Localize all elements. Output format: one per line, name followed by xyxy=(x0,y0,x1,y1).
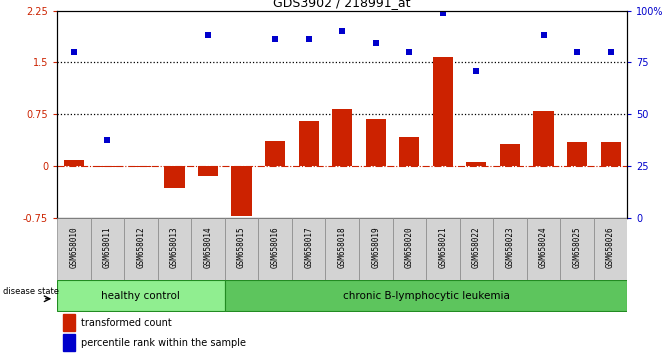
Bar xyxy=(91,218,124,280)
Text: GSM658010: GSM658010 xyxy=(69,227,79,268)
Title: GDS3902 / 218991_at: GDS3902 / 218991_at xyxy=(274,0,411,10)
Text: transformed count: transformed count xyxy=(81,318,172,327)
Text: GSM658019: GSM658019 xyxy=(371,227,380,268)
Bar xyxy=(567,142,587,166)
Bar xyxy=(292,218,325,280)
Bar xyxy=(433,57,453,166)
Text: GSM658026: GSM658026 xyxy=(606,227,615,268)
Text: GSM658012: GSM658012 xyxy=(136,227,146,268)
Bar xyxy=(332,109,352,166)
Text: GSM658021: GSM658021 xyxy=(438,227,448,268)
Bar xyxy=(325,218,359,280)
Bar xyxy=(64,160,84,166)
Text: GSM658022: GSM658022 xyxy=(472,227,481,268)
Text: GSM658013: GSM658013 xyxy=(170,227,179,268)
Bar xyxy=(399,137,419,166)
Bar xyxy=(158,218,191,280)
Text: healthy control: healthy control xyxy=(101,291,180,301)
Text: GSM658023: GSM658023 xyxy=(505,227,515,268)
Text: GSM658018: GSM658018 xyxy=(338,227,347,268)
Text: percentile rank within the sample: percentile rank within the sample xyxy=(81,337,246,348)
Bar xyxy=(299,121,319,166)
Bar xyxy=(265,141,285,166)
Bar xyxy=(359,218,393,280)
Text: GSM658017: GSM658017 xyxy=(304,227,313,268)
Bar xyxy=(393,218,426,280)
Text: GSM658024: GSM658024 xyxy=(539,227,548,268)
Text: chronic B-lymphocytic leukemia: chronic B-lymphocytic leukemia xyxy=(343,291,509,301)
Bar xyxy=(57,218,91,280)
Bar xyxy=(97,166,117,167)
Bar xyxy=(560,218,594,280)
Text: GSM658011: GSM658011 xyxy=(103,227,112,268)
Text: GSM658020: GSM658020 xyxy=(405,227,414,268)
Bar xyxy=(493,218,527,280)
Bar xyxy=(191,218,225,280)
Bar xyxy=(533,111,554,166)
Text: GSM658015: GSM658015 xyxy=(237,227,246,268)
Bar xyxy=(366,119,386,166)
Bar xyxy=(225,280,627,311)
Bar xyxy=(466,162,486,166)
Bar xyxy=(601,142,621,166)
Bar xyxy=(258,218,292,280)
Bar xyxy=(500,144,520,166)
Text: GSM658014: GSM658014 xyxy=(203,227,213,268)
Bar xyxy=(63,335,75,350)
Bar xyxy=(460,218,493,280)
Bar xyxy=(124,218,158,280)
Bar xyxy=(231,166,252,216)
Bar xyxy=(426,218,460,280)
Text: GSM658016: GSM658016 xyxy=(270,227,280,268)
Text: GSM658025: GSM658025 xyxy=(572,227,582,268)
Bar xyxy=(63,314,75,331)
Bar xyxy=(594,218,627,280)
Bar xyxy=(131,166,151,167)
Bar xyxy=(527,218,560,280)
Bar xyxy=(164,166,185,188)
Text: disease state: disease state xyxy=(3,287,59,296)
Bar xyxy=(198,166,218,176)
Bar xyxy=(57,280,225,311)
Bar xyxy=(225,218,258,280)
